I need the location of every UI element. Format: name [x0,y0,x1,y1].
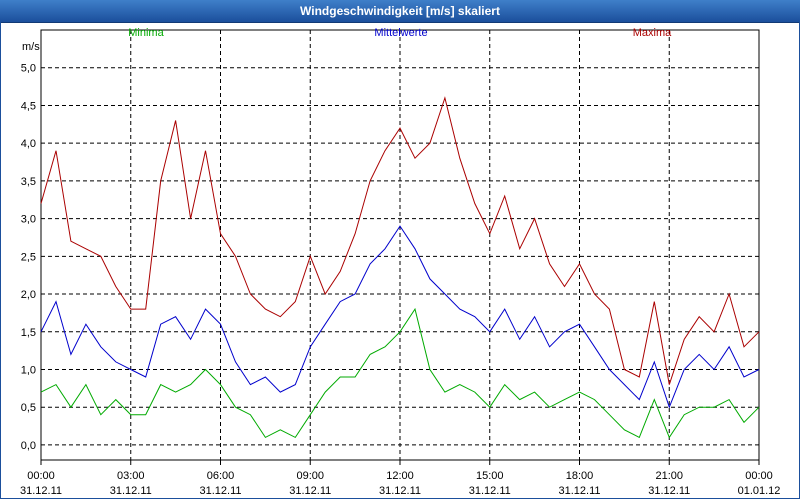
legend-entry-maxima: Maxima [633,27,672,39]
x-tick-date: 31.12.11 [379,485,421,497]
series-line-minima [40,307,760,439]
y-tick-label: 3,5 [21,176,36,188]
y-tick-label: 0,5 [21,402,36,414]
x-tick-time: 00:00 [745,470,773,482]
x-tick-time: 21:00 [655,470,683,482]
x-tick-time: 03:00 [117,470,145,482]
x-tick-time: 18:00 [566,470,594,482]
x-tick-time: 06:00 [207,470,235,482]
y-axis-label: m/s [22,41,40,53]
series-lines [40,96,760,439]
series-line-mittelwerte [40,225,760,409]
series-line-maxima [40,96,760,385]
legend-entry-mittelwerte: Mittelwerte [374,27,427,39]
y-tick-label: 4,5 [21,100,36,112]
x-tick-date: 31.12.11 [20,485,62,497]
x-tick-time: 00:00 [27,470,55,482]
chart-title-bar: Windgeschwindigkeit [m/s] skaliert [0,0,800,23]
chart-title: Windgeschwindigkeit [m/s] skaliert [300,4,500,18]
x-tick-date: 31.12.11 [469,485,511,497]
y-axis-ticks: 0,0 0,5 1,0 1,5 2,0 2,5 3,0 3,5 4,0 4,5 5,0 [21,63,36,452]
x-tick-time: 12:00 [386,470,414,482]
grid [40,29,760,465]
x-tick-time: 09:00 [296,470,324,482]
x-tick-time: 15:00 [476,470,504,482]
x-tick-date: 01.01.12 [738,485,781,497]
y-tick-label: 1,5 [21,327,36,339]
x-tick-date: 31.12.11 [110,485,152,497]
y-tick-label: 5,0 [21,63,36,75]
y-tick-label: 0,0 [21,440,36,452]
y-tick-label: 2,0 [21,289,36,301]
x-tick-date: 31.12.11 [648,485,690,497]
x-tick-date: 31.12.11 [289,485,331,497]
y-tick-label: 1,0 [21,364,36,376]
x-tick-date: 31.12.11 [558,485,600,497]
legend-entry-minima: Minima [128,27,164,39]
x-tick-date: 31.12.11 [199,485,241,497]
x-axis-ticks: 00:00 31.12.11 03:00 31.12.11 06:00 31.12.11 0… [20,470,780,497]
y-tick-label: 2,5 [21,251,36,263]
legend: Minima Mittelwerte Maxima [128,27,672,39]
y-tick-label: 3,0 [21,214,36,226]
y-tick-label: 4,0 [21,138,36,150]
